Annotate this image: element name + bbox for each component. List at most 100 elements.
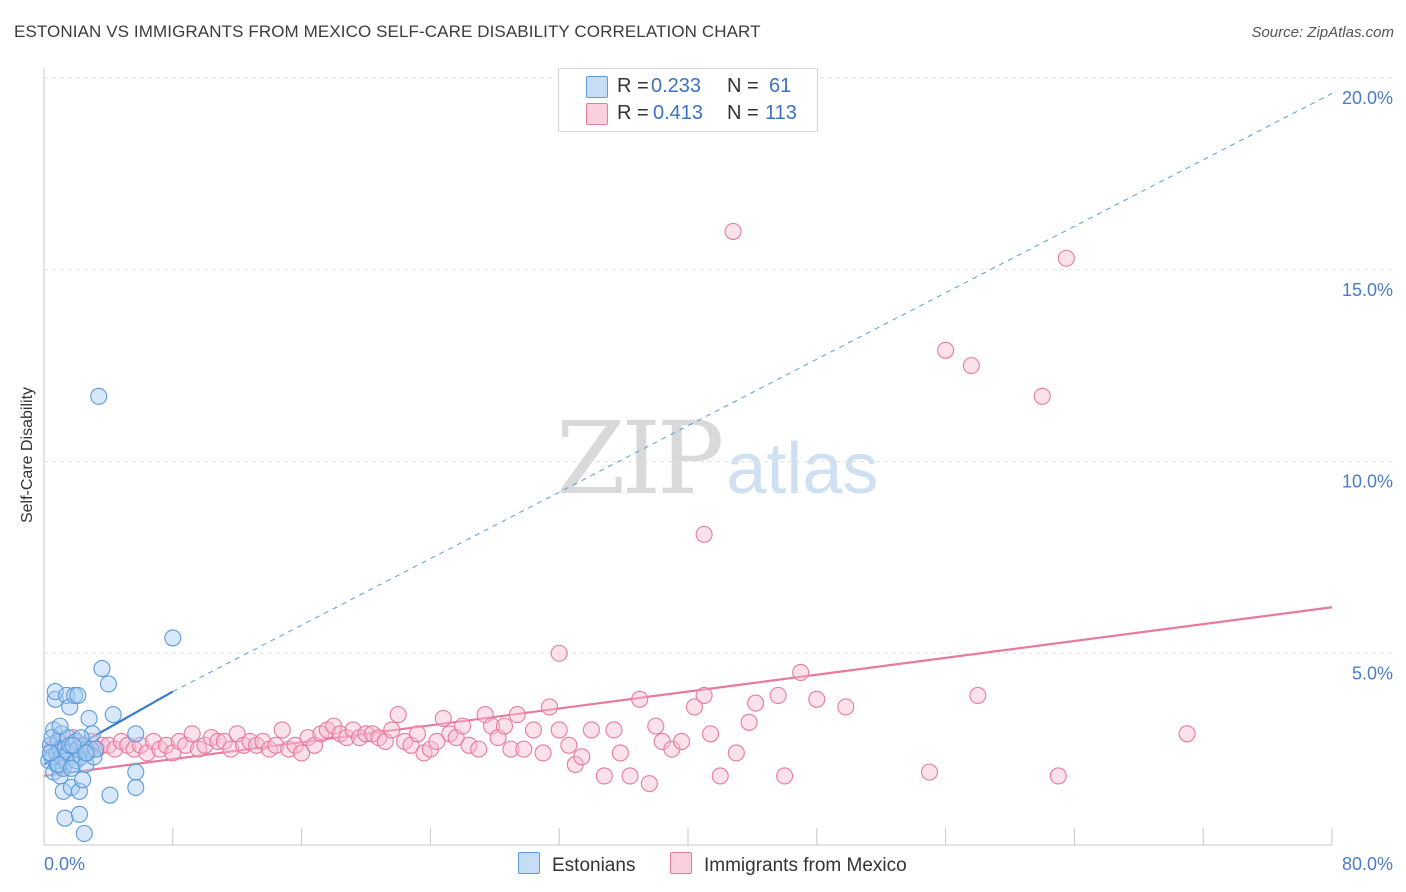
mexico-point — [550, 721, 568, 739]
mexico-point — [515, 740, 533, 758]
legend-swatch-mexico — [586, 103, 608, 125]
mexico-point — [183, 725, 201, 743]
mexico-point — [701, 725, 720, 743]
y-tick-label: 5.0% — [1352, 663, 1393, 683]
estonians-point — [46, 683, 64, 701]
mexico-point — [695, 525, 713, 543]
mexico-point — [582, 721, 600, 739]
estonians-point — [101, 786, 119, 804]
mexico-point — [808, 690, 826, 708]
mexico-point — [695, 686, 713, 704]
legend-n-value: 61 — [769, 75, 792, 97]
legend-r-label: R = — [617, 75, 649, 97]
estonians-point — [127, 725, 145, 743]
estonians-point — [56, 809, 74, 827]
mexico-point — [267, 736, 285, 754]
mexico-point — [673, 732, 691, 751]
mexico-point — [727, 744, 745, 762]
mexico-point — [460, 736, 478, 754]
legend-n-label: N = — [727, 102, 759, 124]
mexico-point — [747, 694, 765, 712]
bottom-legend-mexico: Immigrants from Mexico — [670, 852, 907, 876]
mexico-point — [962, 357, 980, 375]
estonians-point — [90, 387, 108, 405]
estonians-point — [127, 763, 145, 781]
tick-labels: 5.0% 10.0% 15.0% 20.0% 0.0% 80.0% — [44, 88, 1393, 874]
mexico-point — [769, 686, 787, 704]
mexico-point — [357, 725, 375, 743]
mexico-point — [273, 721, 291, 739]
estonians-point — [69, 686, 87, 704]
estonians-point — [127, 778, 145, 797]
axes — [43, 68, 1333, 846]
estonians-point — [86, 740, 105, 758]
mexico-point — [1057, 249, 1075, 267]
estonians-point — [64, 736, 82, 754]
estonians-point — [62, 759, 80, 777]
mexico-point — [389, 706, 407, 724]
mexico-point — [540, 698, 559, 716]
mexico-point — [508, 706, 526, 724]
mexico-point — [550, 644, 568, 662]
chart-title: ESTONIAN VS IMMIGRANTS FROM MEXICO SELF-… — [14, 22, 761, 41]
mexico-point — [293, 744, 311, 762]
estonians-point — [104, 706, 122, 724]
mexico-point — [428, 732, 446, 751]
mexico-point — [776, 767, 794, 785]
estonians-point — [41, 744, 59, 762]
estonians-point — [80, 709, 98, 727]
y-tick-label: 20.0% — [1342, 88, 1393, 108]
mexico-point — [1033, 387, 1051, 405]
bottom-legend-swatch-mexico — [670, 852, 692, 874]
mexico-point — [611, 744, 629, 762]
mexico-point — [740, 713, 758, 731]
mexico-point — [454, 717, 472, 735]
mexico-point — [837, 698, 855, 716]
mexico-point — [595, 767, 613, 785]
mexico-point — [631, 690, 649, 708]
estonians-point — [99, 675, 117, 693]
mexico-point — [920, 763, 939, 781]
mexico-point — [573, 748, 591, 766]
mexico-point — [1049, 767, 1067, 785]
mexico-point — [724, 222, 742, 240]
mexico-point — [560, 736, 578, 754]
bottom-legend-label-mexico: Immigrants from Mexico — [704, 855, 907, 876]
mexico-point — [502, 740, 520, 758]
mexico-point — [209, 732, 227, 751]
mexico-point — [383, 721, 401, 739]
legend-n-label: N = — [727, 75, 759, 97]
mexico-point — [408, 725, 427, 743]
mexico-point — [605, 721, 623, 739]
data-points — [40, 222, 1196, 843]
grid-lines — [44, 77, 1392, 654]
y-tick-label: 10.0% — [1342, 472, 1393, 492]
bottom-legend-swatch-estonians — [518, 852, 540, 874]
legend-r-value: 0.233 — [651, 75, 702, 97]
estonians-point — [75, 824, 93, 843]
y-tick-label: 15.0% — [1342, 280, 1393, 300]
legend-swatch-estonians — [586, 76, 608, 98]
trend-lines — [43, 92, 1333, 778]
estonians-trend-extension — [172, 92, 1333, 693]
mexico-point — [685, 698, 703, 716]
x-tick-label: 0.0% — [44, 854, 85, 874]
legend-n-value: 113 — [765, 102, 797, 124]
estonians-point — [164, 629, 182, 647]
mexico-point — [524, 721, 542, 739]
mexico-point — [792, 663, 810, 681]
mexico-point — [969, 686, 987, 704]
bottom-legend-label-estonians: Estonians — [552, 855, 636, 876]
legend-r-label: R = — [617, 102, 649, 124]
mexico-point — [647, 717, 665, 735]
mexico-point — [470, 740, 488, 758]
x-tick-label: 80.0% — [1342, 854, 1393, 874]
mexico-point — [711, 767, 729, 785]
estonians-point — [93, 660, 111, 678]
mexico-point — [495, 717, 514, 735]
correlation-legend: R = 0.233 N = 61 R = 0.413 N = 113 — [558, 68, 818, 132]
mexico-point — [937, 341, 955, 359]
mexico-point — [222, 740, 240, 758]
mexico-point — [434, 709, 452, 727]
